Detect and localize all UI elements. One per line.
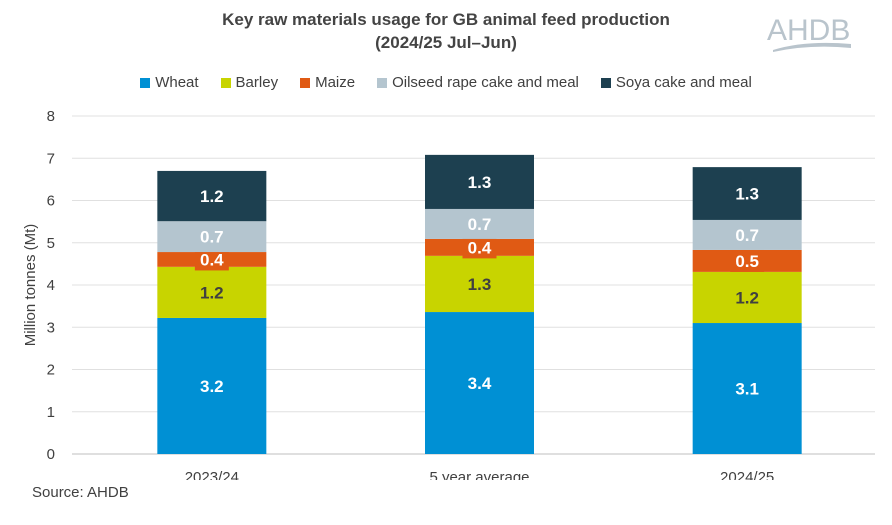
data-label: 0.4 [468,238,492,257]
legend: Wheat Barley Maize Oilseed rape cake and me… [0,74,892,91]
chart: 0 1 2 3 4 5 6 7 8 Million tonnes (Mt) 3.2 1.2 0.4 0.7… [22,108,875,480]
data-label: 0.7 [468,215,492,234]
legend-swatch [140,77,151,88]
y-tick-label: 5 [47,235,55,252]
legend-swatch [377,77,388,88]
data-label: 0.5 [735,252,759,271]
data-label: 0.7 [200,228,224,247]
legend-item: Barley [220,74,279,91]
legend-item: Wheat [140,74,199,91]
data-label: 0.7 [735,226,759,245]
bar-segment [157,221,267,253]
legend-swatch [220,77,231,88]
bar-segment [425,208,534,239]
y-tick-label: 6 [47,193,55,210]
data-label: 1.2 [200,187,224,206]
y-axis-title: Million tonnes (Mt) [22,224,39,347]
legend-label: Oilseed rape cake and meal [392,74,579,91]
bar-segment [157,170,267,222]
legend-label: Soya cake and meal [615,74,752,91]
chart-title: Key raw materials usage for GB animal fe… [0,8,892,54]
x-tick-label: 2023/24 [185,469,239,480]
y-tick-label: 0 [47,446,55,463]
data-label-background [194,248,229,271]
data-label: 1.3 [735,185,759,204]
legend-swatch [600,77,611,88]
legend-swatch [300,77,311,88]
data-label: 3.2 [200,377,224,396]
bar-segment [425,312,534,454]
bar-segment [692,271,802,324]
logo-text: AHDB [767,14,850,47]
source-note: Source: AHDB [32,484,129,501]
x-tick-label: 2024/25 [720,469,774,480]
ahdb-logo: AHDB [767,14,851,52]
y-tick-label: 4 [47,277,55,294]
x-tick-label: 5 year average [429,469,529,480]
data-label-background [462,236,497,259]
data-label: 3.4 [468,374,492,393]
y-tick-label: 8 [47,108,55,125]
y-tick-label: 2 [47,362,55,379]
bar-segment [425,255,534,313]
legend-label: Wheat [155,74,199,91]
data-label: 1.3 [468,275,492,294]
data-label-background [730,249,765,272]
bar-segment [692,219,802,250]
title-line-2: (2024/25 Jul–Jun) [375,33,517,52]
legend-item: Maize [300,74,355,91]
data-label: 3.1 [735,380,759,399]
legend-item: Soya cake and meal [600,74,752,91]
legend-label: Maize [315,74,356,91]
data-label: 1.3 [468,173,492,192]
data-label: 1.2 [735,288,759,307]
bar-segment [692,323,802,454]
legend-item: Oilseed rape cake and meal [377,74,579,91]
title-line-1: Key raw materials usage for GB animal fe… [222,10,670,29]
data-label: 1.2 [200,283,224,302]
data-label: 0.4 [200,250,224,269]
bar-segment [692,167,802,220]
bar-segment [157,317,267,454]
bar-segment [425,154,534,209]
y-tick-label: 3 [47,319,55,336]
y-tick-label: 7 [47,150,55,167]
y-tick-label: 1 [47,404,55,421]
legend-label: Barley [235,74,279,91]
bar-segment [157,266,267,318]
